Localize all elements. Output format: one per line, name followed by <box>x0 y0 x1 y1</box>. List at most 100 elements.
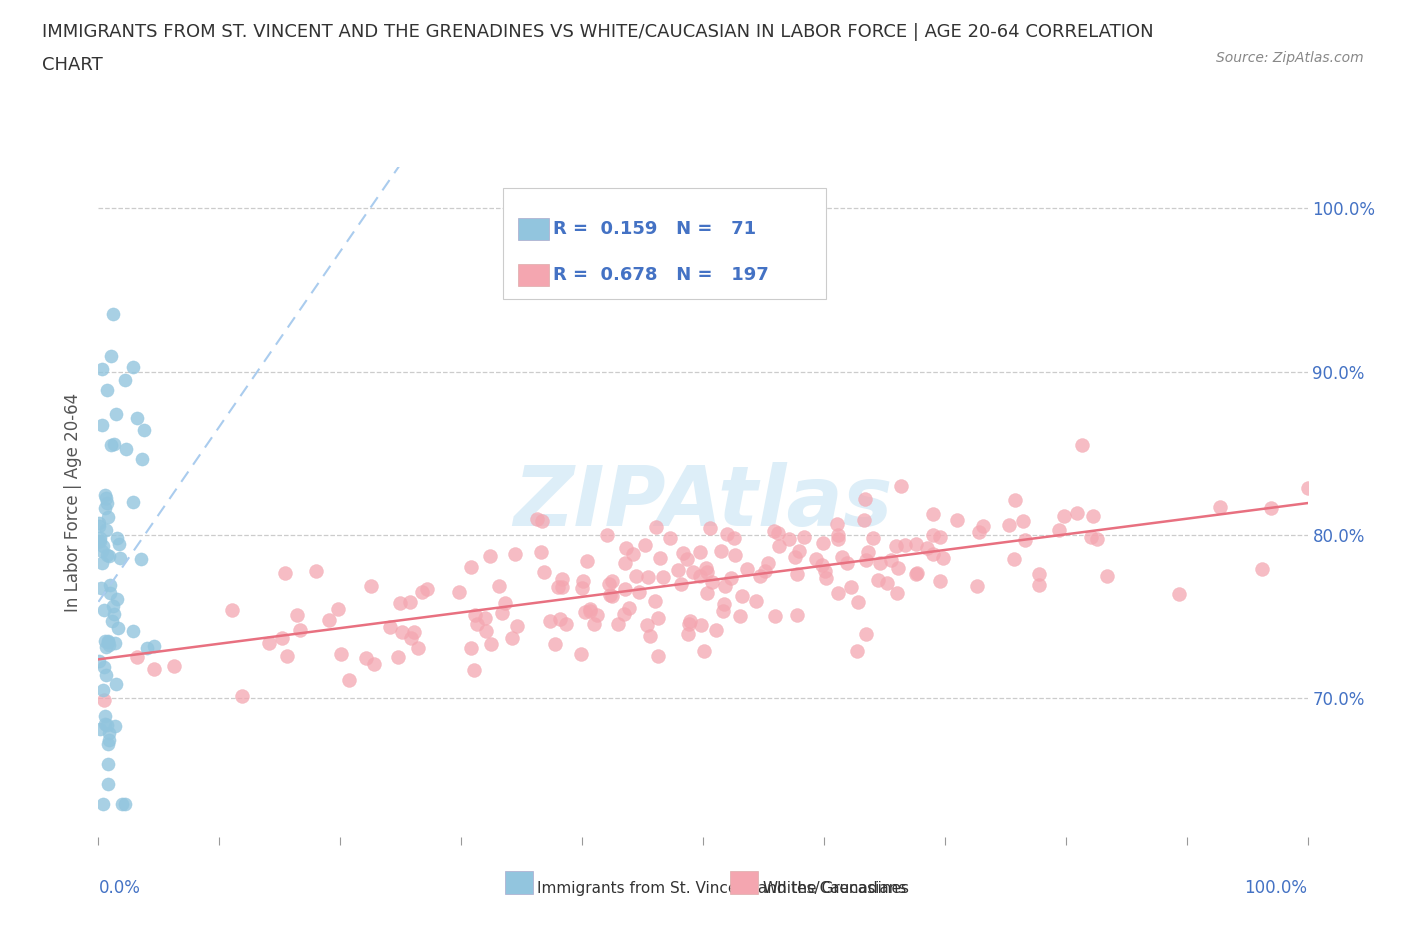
Point <box>756 555 779 570</box>
Point <box>463 663 485 678</box>
Point <box>704 622 727 637</box>
Point <box>122 624 145 639</box>
Point <box>967 525 990 539</box>
Point <box>886 585 908 600</box>
Point <box>928 574 950 589</box>
Point <box>105 677 128 692</box>
Point <box>678 617 700 631</box>
Point <box>1071 437 1094 452</box>
Point <box>107 537 129 551</box>
Point <box>614 555 637 570</box>
Point <box>108 551 131 565</box>
Text: R =  0.678   N =   197: R = 0.678 N = 197 <box>553 266 769 284</box>
Point <box>678 614 700 629</box>
Point <box>650 551 672 565</box>
Point <box>1085 531 1108 546</box>
Point <box>621 547 644 562</box>
Point <box>505 618 527 633</box>
Point <box>474 611 496 626</box>
Point <box>114 442 136 457</box>
Point <box>813 536 835 551</box>
Point <box>754 564 776 578</box>
Point <box>669 577 692 591</box>
Point <box>1260 500 1282 515</box>
Point <box>766 525 789 540</box>
Point <box>932 551 955 566</box>
Point <box>91 556 114 571</box>
Point <box>460 640 482 655</box>
Point <box>101 307 124 322</box>
Point <box>866 573 889 588</box>
Point <box>131 452 153 467</box>
Point <box>501 631 523 645</box>
Point <box>571 580 593 595</box>
Point <box>724 548 747 563</box>
Text: R =  0.159   N =   71: R = 0.159 N = 71 <box>553 219 756 238</box>
Point <box>929 529 952 544</box>
Point <box>716 527 738 542</box>
Point <box>495 596 517 611</box>
Point <box>91 418 114 432</box>
Point <box>586 608 609 623</box>
Point <box>530 544 553 559</box>
Text: ZIPAtlas: ZIPAtlas <box>513 461 893 543</box>
Point <box>682 565 704 579</box>
Point <box>728 608 751 623</box>
Point <box>503 547 526 562</box>
Point <box>132 422 155 437</box>
Point <box>97 737 120 751</box>
Point <box>647 649 669 664</box>
Point <box>271 631 294 646</box>
Point <box>922 506 945 521</box>
Point <box>96 668 118 683</box>
Point <box>786 608 808 623</box>
Point <box>855 627 877 642</box>
Text: Immigrants from St. Vincent and the Grenadines: Immigrants from St. Vincent and the Gren… <box>537 881 910 896</box>
Point <box>87 534 110 549</box>
Point <box>548 612 571 627</box>
Point <box>408 641 430 656</box>
Point <box>318 612 340 627</box>
Point <box>689 569 711 584</box>
Point <box>1014 533 1036 548</box>
Point <box>388 596 411 611</box>
Point <box>121 495 143 510</box>
Point <box>97 634 120 649</box>
Point <box>700 574 723 589</box>
Point <box>810 557 832 572</box>
Point <box>100 349 122 364</box>
Point <box>93 797 115 812</box>
Point <box>360 579 382 594</box>
Point <box>1167 586 1189 601</box>
Point <box>651 570 673 585</box>
Point <box>105 591 128 606</box>
Point <box>606 616 628 631</box>
Point <box>689 618 711 632</box>
Point <box>637 569 659 584</box>
Point <box>768 538 790 553</box>
Point <box>645 520 668 535</box>
Point <box>402 624 425 639</box>
Point <box>96 718 118 733</box>
Point <box>856 544 879 559</box>
Point <box>114 797 136 812</box>
Point <box>96 490 118 505</box>
Point <box>98 578 121 592</box>
Point <box>839 579 862 594</box>
Point <box>274 565 297 580</box>
Point <box>634 538 657 552</box>
Point <box>723 530 745 545</box>
Point <box>89 654 111 669</box>
Point <box>583 617 606 631</box>
Point <box>551 572 574 587</box>
Point <box>1081 508 1104 523</box>
Point <box>846 594 869 609</box>
Point <box>97 756 120 771</box>
Point <box>1095 568 1118 583</box>
Point <box>91 683 114 698</box>
Point <box>94 522 117 537</box>
Point <box>853 492 876 507</box>
Point <box>624 569 647 584</box>
Point <box>460 560 482 575</box>
Point <box>104 636 127 651</box>
